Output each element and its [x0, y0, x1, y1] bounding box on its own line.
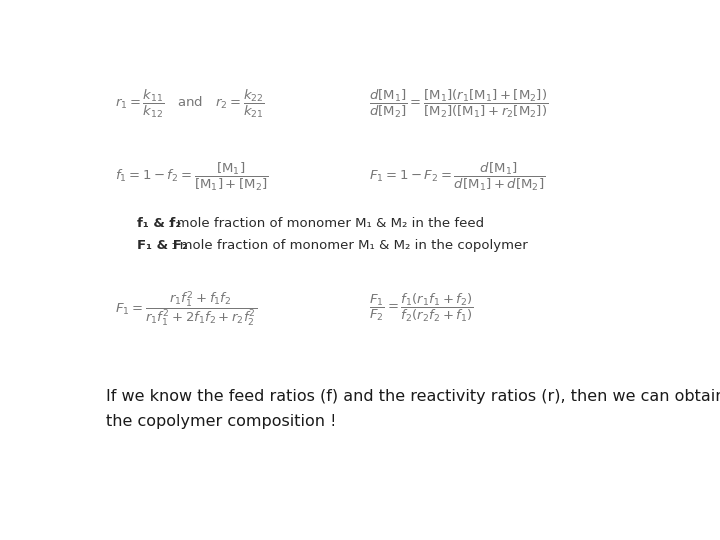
Text: F₁ & F₂: F₁ & F₂: [138, 239, 188, 252]
Text: $\dfrac{d[\mathrm{M_1}]}{d[\mathrm{M_2}]} = \dfrac{[\mathrm{M_1}](r_1[\mathrm{M_: $\dfrac{d[\mathrm{M_1}]}{d[\mathrm{M_2}]…: [369, 88, 548, 120]
Text: If we know the feed ratios (f) and the reactivity ratios (r), then we can obtain: If we know the feed ratios (f) and the r…: [106, 389, 720, 429]
Text: $\dfrac{F_1}{F_2} = \dfrac{f_1(r_1 f_1 + f_2)}{f_2(r_2 f_2 + f_1)}$: $\dfrac{F_1}{F_2} = \dfrac{f_1(r_1 f_1 +…: [369, 292, 474, 324]
Text: : mole fraction of monomer M₁ & M₂ in the feed: : mole fraction of monomer M₁ & M₂ in th…: [168, 217, 485, 230]
Text: f₁ & f₂: f₁ & f₂: [138, 217, 181, 230]
Text: : mole fraction of monomer M₁ & M₂ in the copolymer: : mole fraction of monomer M₁ & M₂ in th…: [171, 239, 528, 252]
Text: $r_1 = \dfrac{k_{11}}{k_{12}} \quad \mathrm{and} \quad r_2 = \dfrac{k_{22}}{k_{2: $r_1 = \dfrac{k_{11}}{k_{12}} \quad \mat…: [115, 88, 265, 120]
Text: $F_1 = \dfrac{r_1 f_1^2 + f_1 f_2}{r_1 f_1^2 + 2f_1 f_2 + r_2 f_2^2}$: $F_1 = \dfrac{r_1 f_1^2 + f_1 f_2}{r_1 f…: [115, 288, 257, 327]
Text: $f_1 = 1 - f_2 = \dfrac{[\mathrm{M_1}]}{[\mathrm{M_1}]+[\mathrm{M_2}]}$: $f_1 = 1 - f_2 = \dfrac{[\mathrm{M_1}]}{…: [115, 161, 269, 193]
Text: $F_1 = 1 - F_2 = \dfrac{d[\mathrm{M_1}]}{d[\mathrm{M_1}]+d[\mathrm{M_2}]}$: $F_1 = 1 - F_2 = \dfrac{d[\mathrm{M_1}]}…: [369, 161, 545, 193]
